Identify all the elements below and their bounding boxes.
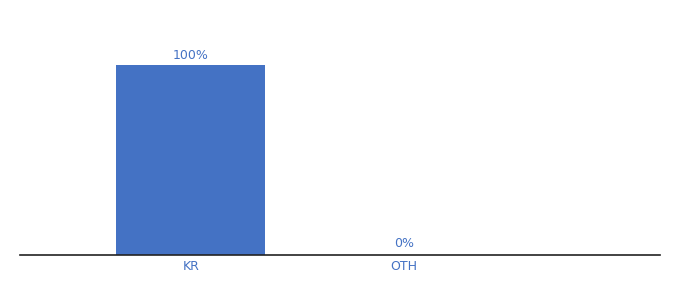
Bar xyxy=(116,64,265,255)
Text: 100%: 100% xyxy=(173,49,209,62)
Text: 0%: 0% xyxy=(394,237,414,250)
